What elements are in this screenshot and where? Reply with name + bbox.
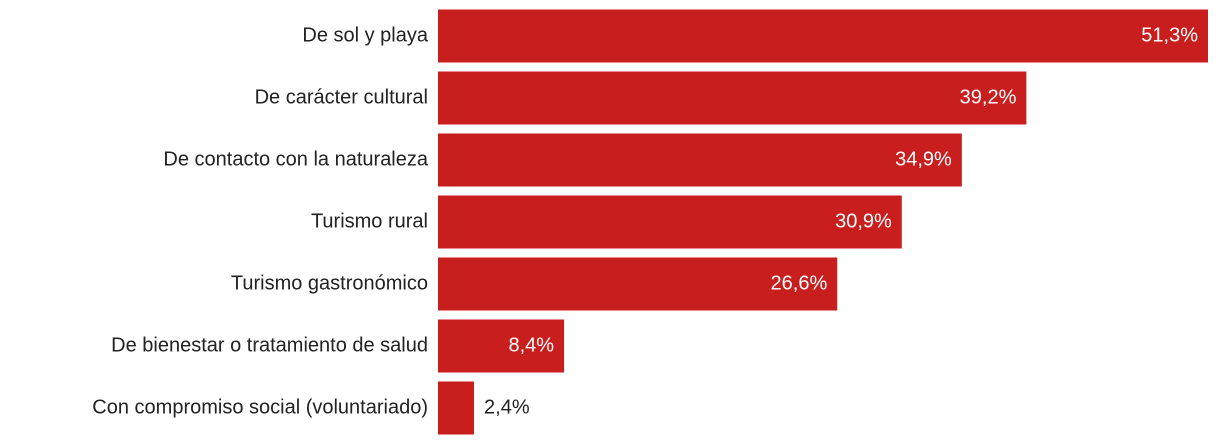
category-label: De bienestar o tratamiento de salud (111, 334, 428, 356)
category-label: De carácter cultural (255, 86, 428, 108)
value-label: 8,4% (508, 334, 554, 356)
value-label: 30,9% (835, 210, 892, 232)
bar (438, 133, 962, 187)
value-label: 39,2% (960, 86, 1017, 108)
bar (438, 195, 902, 249)
category-label: De contacto con la naturaleza (163, 148, 428, 170)
value-label: 34,9% (895, 148, 952, 170)
value-label: 51,3% (1141, 24, 1198, 46)
category-label: De sol y playa (302, 24, 428, 46)
category-label: Turismo rural (311, 210, 428, 232)
value-label: 2,4% (484, 396, 530, 418)
bar (438, 319, 565, 373)
bar (438, 381, 475, 435)
category-label: Turismo gastronómico (231, 272, 428, 294)
bar (438, 257, 838, 311)
value-label: 26,6% (771, 272, 828, 294)
category-label: Con compromiso social (voluntariado) (92, 396, 428, 418)
bar (438, 9, 1208, 63)
bar (438, 71, 1027, 125)
